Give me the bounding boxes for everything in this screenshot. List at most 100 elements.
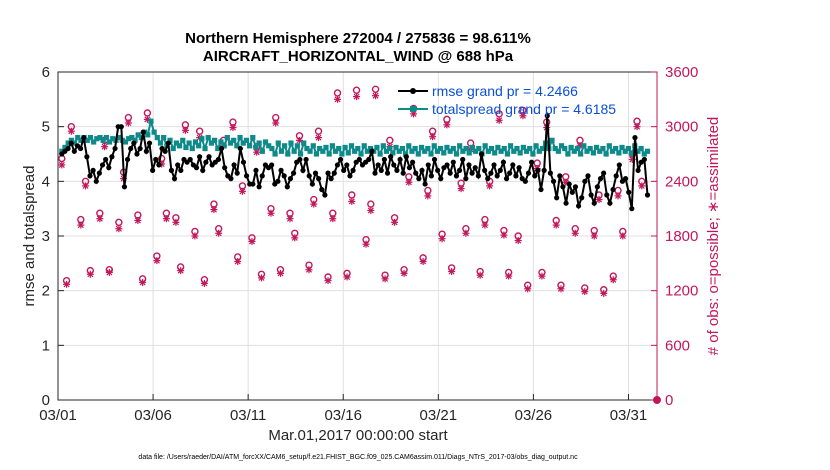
rmse-marker — [582, 178, 588, 184]
rmse-marker — [187, 156, 193, 163]
totalspread-marker — [552, 145, 558, 152]
rmse-marker — [253, 167, 259, 173]
rmse-marker — [112, 145, 118, 152]
obs-assimilated-marker — [276, 269, 284, 277]
obs-assimilated-marker — [448, 268, 456, 276]
rmse-marker — [269, 162, 275, 168]
totalspread-marker — [205, 135, 211, 141]
totalspread-marker — [342, 144, 348, 151]
totalspread-marker — [84, 137, 90, 143]
rmse-marker — [206, 154, 212, 160]
obs-assimilated-marker — [595, 196, 603, 204]
totalspread-marker — [215, 145, 221, 152]
y-tick-label-left: 4 — [42, 173, 50, 190]
rmse-marker — [428, 173, 434, 179]
totalspread-marker — [367, 145, 374, 152]
totalspread-marker — [508, 143, 514, 149]
rmse-marker — [431, 156, 438, 163]
rmse-marker — [215, 156, 222, 163]
rmse-marker — [96, 170, 102, 176]
rmse-marker — [156, 162, 162, 168]
totalspread-marker — [517, 150, 523, 156]
rmse-marker — [622, 176, 629, 182]
totalspread-marker — [533, 143, 539, 149]
rmse-marker — [472, 165, 478, 171]
rmse-marker — [610, 186, 616, 193]
rmse-marker — [328, 176, 334, 182]
rmse-marker — [413, 170, 419, 176]
totalspread-marker — [266, 143, 272, 149]
y-tick-label-right: 2400 — [665, 173, 698, 190]
totalspread-marker — [437, 145, 444, 152]
obs-assimilated-marker — [267, 209, 275, 217]
rmse-marker — [378, 167, 384, 173]
rmse-marker — [456, 167, 463, 173]
rmse-marker — [507, 170, 513, 176]
totalspread-marker — [457, 143, 463, 149]
totalspread-marker — [202, 145, 208, 152]
legend-totalspread-marker — [410, 106, 416, 112]
totalspread-marker — [167, 137, 173, 143]
totalspread-marker — [565, 151, 571, 157]
totalspread-marker — [269, 145, 275, 152]
rmse-marker — [99, 162, 106, 168]
obs-assimilated-marker — [134, 217, 142, 225]
obs-assimilated-marker — [638, 182, 646, 190]
rmse-marker — [409, 159, 416, 165]
totalspread-marker — [323, 144, 329, 151]
totalspread-marker — [256, 140, 262, 146]
rmse-marker — [629, 206, 635, 212]
totalspread-marker — [523, 148, 530, 154]
totalspread-marker — [313, 151, 320, 157]
rmse-marker — [435, 167, 441, 173]
rmse-marker — [525, 170, 532, 176]
totalspread-marker — [581, 143, 587, 149]
totalspread-marker — [106, 139, 113, 145]
obs-assimilated-marker — [500, 231, 508, 239]
obs-possible-marker — [371, 85, 380, 94]
obs-assimilated-marker — [600, 289, 608, 297]
totalspread-marker — [78, 137, 84, 143]
totalspread-marker — [536, 148, 542, 154]
rmse-marker — [109, 154, 115, 160]
rmse-marker — [334, 162, 341, 168]
rmse-marker — [632, 135, 638, 141]
rmse-marker — [613, 173, 619, 179]
y-axis-label-right: # of obs: o=possible; ∗=assimilated — [705, 117, 722, 356]
obs-assimilated-marker — [191, 232, 199, 240]
y-tick-label-left: 0 — [42, 392, 50, 409]
rmse-marker — [541, 167, 547, 173]
obs-assimilated-marker — [405, 178, 413, 186]
obs-assimilated-marker — [486, 182, 494, 190]
totalspread-marker — [374, 144, 380, 151]
totalspread-marker — [393, 144, 399, 151]
obs-assimilated-marker — [514, 237, 522, 245]
obs-possible-marker — [386, 136, 394, 145]
x-tick-label: 03/16 — [324, 407, 362, 424]
obs-possible-marker — [367, 200, 375, 208]
totalspread-marker — [476, 145, 482, 152]
totalspread-marker — [310, 143, 316, 149]
rmse-marker — [466, 162, 472, 168]
totalspread-marker — [453, 151, 460, 157]
obs-assimilated-marker — [438, 235, 446, 243]
totalspread-marker — [75, 135, 81, 141]
obs-assimilated-marker — [552, 221, 560, 229]
totalspread-marker — [441, 150, 447, 156]
rmse-marker — [259, 173, 265, 179]
rmse-marker — [93, 178, 99, 184]
obs-assimilated-marker — [443, 121, 451, 129]
rmse-marker — [312, 170, 319, 176]
totalspread-marker — [641, 151, 647, 157]
obs-assimilated-marker — [538, 272, 546, 280]
rmse-marker — [572, 184, 579, 190]
legend: rmse grand pr = 4.2466 totalspread grand … — [398, 83, 616, 117]
totalspread-marker — [132, 137, 138, 143]
rmse-marker — [400, 170, 406, 176]
totalspread-marker — [409, 148, 415, 154]
rmse-marker — [68, 140, 74, 146]
obs-assimilated-marker — [614, 192, 622, 200]
rmse-marker — [369, 148, 375, 154]
totalspread-marker — [129, 135, 135, 141]
totalspread-marker — [97, 135, 103, 141]
